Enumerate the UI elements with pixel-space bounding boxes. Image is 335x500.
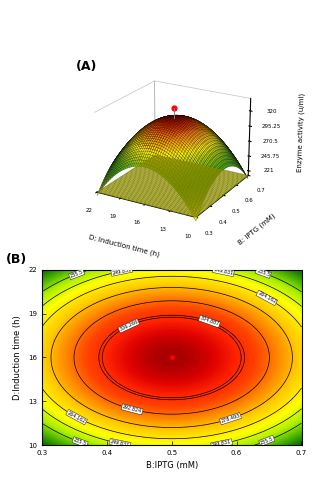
Text: (B): (B) <box>5 253 27 266</box>
Text: 235.5: 235.5 <box>259 436 274 446</box>
Text: 249.831: 249.831 <box>110 439 130 448</box>
Text: 264.162: 264.162 <box>67 410 87 424</box>
Text: (A): (A) <box>75 60 97 73</box>
Text: 249.831: 249.831 <box>112 266 132 276</box>
Text: 306.266: 306.266 <box>119 320 139 332</box>
Text: 249.831: 249.831 <box>213 267 234 276</box>
Text: 278.493: 278.493 <box>220 413 241 424</box>
Y-axis label: D:Induction time (h): D:Induction time (h) <box>13 315 22 400</box>
X-axis label: D: Induction time (h): D: Induction time (h) <box>88 234 160 258</box>
X-axis label: B:IPTG (mM): B:IPTG (mM) <box>146 462 198 470</box>
Text: 304.887: 304.887 <box>199 316 220 327</box>
Text: 264.162: 264.162 <box>257 291 277 305</box>
Text: 292.824: 292.824 <box>122 404 142 414</box>
Text: 249.831: 249.831 <box>211 440 232 448</box>
Text: 235.5: 235.5 <box>73 438 87 447</box>
Text: 235.5: 235.5 <box>69 270 84 279</box>
Text: 235.5: 235.5 <box>256 268 271 278</box>
Y-axis label: B: IPTG (mM): B: IPTG (mM) <box>237 213 277 246</box>
